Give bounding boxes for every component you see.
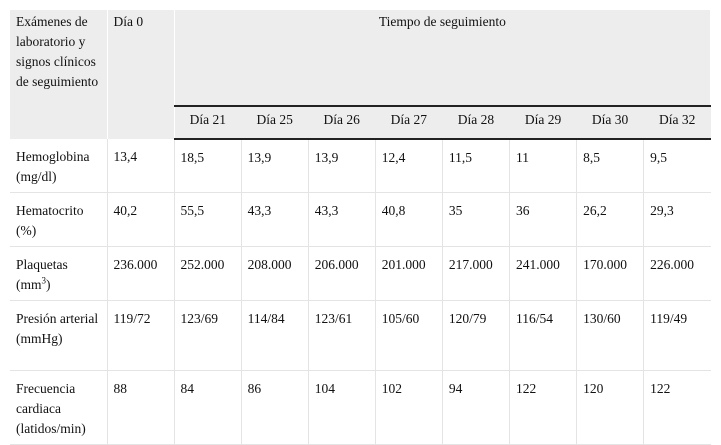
cell-value: 120 [576,370,645,445]
cell-value: 40,8 [375,192,443,247]
cell-value: 43,3 [241,192,309,247]
cell-value: 36 [509,192,578,247]
cell-value: 114/84 [241,300,309,371]
cell-value: 40,2 [107,192,175,247]
row-label: Frecuencia cardiaca (latidos/min) [10,370,108,445]
day-header: Día 32 [643,106,711,140]
cell-value: 116/54 [509,300,578,371]
cell-value: 241.000 [509,246,578,301]
day-header: Día 28 [442,106,510,140]
row-label: Plaquetas (mm3) [10,246,108,301]
cell-value: 88 [107,370,175,445]
label-text: Plaquetas (mm [16,257,68,292]
cell-value: 9,5 [643,139,711,193]
days-row: Día 21 Día 25 Día 26 Día 27 Día 28 Día 29 Día … [10,106,711,140]
data-table: Exámenes de laboratorio y signos clínico… [10,10,712,445]
cell-value: 18,5 [174,139,242,193]
day-header: Día 29 [509,106,577,140]
row-label: Presión arterial (mmHg) [10,300,108,371]
day0-header: Día 0 [107,10,175,139]
cell-value: 11 [509,139,578,193]
cell-value: 8,5 [576,139,645,193]
cell-value: 119/72 [107,300,175,371]
cell-value: 13,4 [107,139,175,193]
row-label: Hemoglobina (mg/dl) [10,139,108,193]
group-header: Tiempo de seguimiento [174,10,712,107]
label-sup: 3 [41,275,47,286]
day-header: Día 25 [241,106,309,140]
cell-value: 43,3 [308,192,376,247]
table-row: Presión arterial (mmHg) 119/72 123/69 114/8… [10,300,711,371]
cell-value: 123/69 [174,300,242,371]
corner-header: Exámenes de laboratorio y signos clínico… [10,10,108,139]
day-header: Día 30 [576,106,644,140]
cell-value: 104 [308,370,376,445]
table-body: Hemoglobina (mg/dl) 13,4 18,5 13,9 13,9 12,4 1… [10,139,711,445]
cell-value: 208.000 [241,246,309,301]
cell-value: 84 [174,370,242,445]
cell-value: 13,9 [241,139,309,193]
cell-value: 12,4 [375,139,443,193]
cell-value: 105/60 [375,300,443,371]
cell-value: 206.000 [308,246,376,301]
cell-value: 236.000 [107,246,175,301]
day-header: Día 21 [174,106,242,140]
table-row: Frecuencia cardiaca (latidos/min) 88 84 86 1… [10,370,711,445]
cell-value: 252.000 [174,246,242,301]
row-label: Hematocrito (%) [10,192,108,247]
cell-value: 201.000 [375,246,443,301]
label-tail: ) [46,277,51,292]
cell-value: 119/49 [643,300,711,371]
cell-value: 120/79 [442,300,510,371]
cell-value: 26,2 [576,192,645,247]
cell-value: 94 [442,370,510,445]
cell-value: 226.000 [643,246,711,301]
page: Exámenes de laboratorio y signos clínico… [10,10,712,445]
cell-value: 123/61 [308,300,376,371]
cell-value: 122 [509,370,578,445]
header-row: Exámenes de laboratorio y signos clínico… [10,10,712,139]
table-head: Exámenes de laboratorio y signos clínico… [10,10,712,140]
cell-value: 11,5 [442,139,510,193]
table-row: Plaquetas (mm3) 236.000 252.000 208.000 206.… [10,246,711,301]
cell-value: 13,9 [308,139,376,193]
cell-value: 29,3 [643,192,711,247]
day-header: Día 26 [308,106,376,140]
cell-value: 55,5 [174,192,242,247]
cell-value: 170.000 [576,246,645,301]
cell-value: 217.000 [442,246,510,301]
cell-value: 86 [241,370,309,445]
cell-value: 35 [442,192,510,247]
day-header: Día 27 [375,106,443,140]
table-row: Hemoglobina (mg/dl) 13,4 18,5 13,9 13,9 12,4 1… [10,139,711,193]
cell-value: 102 [375,370,443,445]
table-row: Hematocrito (%) 40,2 55,5 43,3 43,3 40,8 35 36 2… [10,192,711,247]
cell-value: 122 [643,370,711,445]
cell-value: 130/60 [576,300,645,371]
